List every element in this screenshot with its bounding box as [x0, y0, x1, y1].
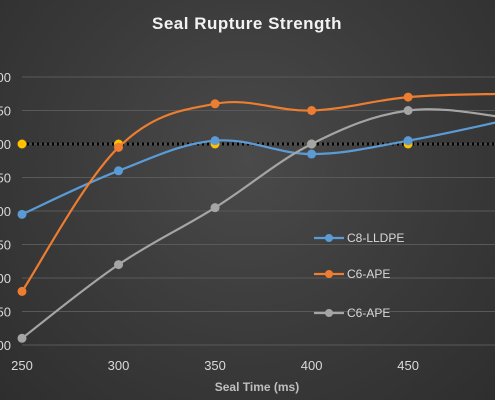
y-axis-ticks: 00 50 00 50 00 50 00 50 00	[0, 70, 11, 353]
data-point	[403, 106, 413, 115]
data-point	[403, 92, 413, 102]
data-point	[114, 260, 124, 270]
data-point	[17, 333, 27, 343]
data-point	[210, 136, 220, 146]
y-tick-label: 00	[0, 204, 11, 219]
data-point	[114, 166, 124, 176]
data-point	[307, 139, 317, 149]
grid-lines	[22, 76, 495, 346]
chart-title: Seal Rupture Strength	[152, 14, 342, 33]
legend-swatch-marker	[325, 234, 333, 242]
data-point	[307, 106, 317, 115]
legend-label: C6-APE	[347, 306, 390, 320]
x-tick-label: 250	[11, 358, 33, 373]
legend-label: C6-APE	[347, 267, 390, 281]
legend: C8-LLDPE C6-APE C6-APE	[314, 231, 404, 320]
x-tick-label: 400	[301, 358, 323, 373]
legend-swatch-marker	[325, 270, 333, 278]
y-tick-label: 50	[0, 238, 11, 253]
data-point	[17, 209, 27, 219]
series-line-1	[21, 121, 495, 216]
series-group	[17, 92, 495, 343]
x-tick-label: 350	[204, 358, 226, 373]
x-axis-label: Seal Time (ms)	[215, 380, 299, 394]
reference-marker	[17, 139, 27, 149]
y-tick-label: 50	[0, 305, 11, 320]
data-point	[307, 149, 317, 159]
data-point	[17, 286, 27, 296]
legend-swatch-marker	[325, 309, 333, 317]
y-tick-label: 50	[0, 171, 11, 186]
y-tick-label: 00	[0, 70, 11, 85]
y-tick-label: 00	[0, 338, 11, 353]
x-tick-label: 450	[397, 358, 419, 373]
data-point	[210, 203, 220, 213]
x-axis-ticks: 250 300 350 400 450	[11, 358, 419, 373]
legend-label: C8-LLDPE	[347, 231, 404, 245]
series-line-2	[21, 92, 495, 293]
x-tick-label: 300	[108, 358, 130, 373]
y-tick-label: 50	[0, 104, 11, 119]
data-point	[403, 136, 413, 146]
y-tick-label: 00	[0, 271, 11, 286]
y-tick-label: 00	[0, 137, 11, 152]
data-point	[210, 99, 220, 109]
data-point	[114, 142, 124, 152]
